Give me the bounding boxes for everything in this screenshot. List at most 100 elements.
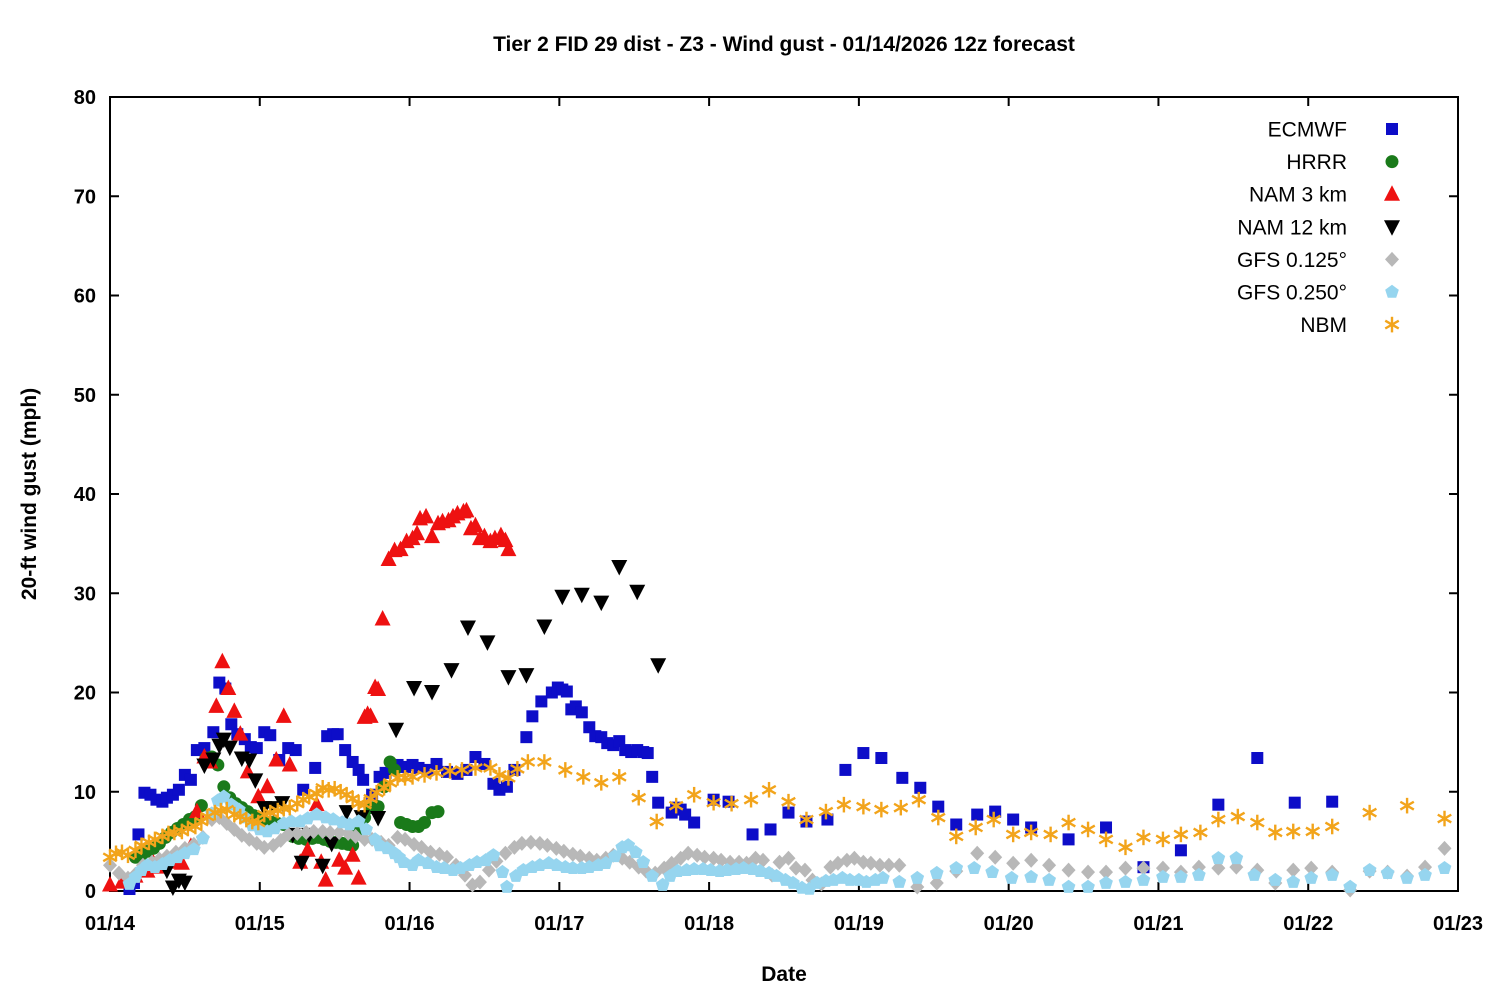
data-point-diamond xyxy=(1437,840,1452,856)
data-point-asterisk xyxy=(743,794,759,805)
data-point-triangle-up xyxy=(226,702,243,718)
data-point-pentagon xyxy=(1418,867,1432,881)
data-point-triangle-down xyxy=(479,635,496,651)
data-point-square xyxy=(132,828,145,841)
data-point-pentagon xyxy=(1268,872,1283,886)
data-point-square xyxy=(352,763,365,776)
data-point-asterisk xyxy=(442,765,458,776)
data-point-triangle-up xyxy=(275,707,292,723)
legend-marker-triangle-down xyxy=(1384,220,1400,236)
data-point-asterisk xyxy=(836,799,852,810)
data-point-triangle-down xyxy=(406,681,423,697)
data-point-diamond xyxy=(523,834,538,850)
data-point-pentagon xyxy=(1286,874,1301,888)
data-point-triangle-up xyxy=(299,841,316,857)
data-point-triangle-down xyxy=(500,670,517,686)
data-point-square xyxy=(875,752,888,765)
y-tick-label: 40 xyxy=(74,484,96,506)
data-point-diamond xyxy=(1286,862,1301,878)
data-point-pentagon xyxy=(359,822,373,836)
data-point-square xyxy=(989,805,1002,818)
data-point-asterisk xyxy=(1324,821,1340,832)
data-point-diamond xyxy=(323,824,338,840)
data-point-asterisk xyxy=(1136,832,1151,843)
data-point-pentagon xyxy=(843,872,857,886)
data-point-square xyxy=(746,828,759,841)
data-point-pentagon xyxy=(351,814,366,828)
data-point-square xyxy=(950,818,963,831)
data-point-pentagon xyxy=(1192,867,1206,881)
data-point-asterisk xyxy=(345,793,360,804)
data-point-asterisk xyxy=(818,806,834,817)
data-point-square xyxy=(914,781,927,794)
data-point-triangle-up xyxy=(250,787,267,804)
data-point-square xyxy=(207,726,220,739)
data-point-triangle-down xyxy=(205,752,222,768)
data-point-square xyxy=(250,742,263,755)
data-point-square xyxy=(430,757,443,770)
data-point-square xyxy=(1212,798,1225,811)
data-point-square xyxy=(575,706,588,719)
data-point-diamond xyxy=(573,848,588,864)
data-point-diamond xyxy=(1304,860,1319,876)
data-point-asterisk xyxy=(1005,829,1021,840)
data-point-asterisk xyxy=(724,798,739,809)
y-tick-label: 20 xyxy=(74,683,96,705)
data-point-triangle-up xyxy=(220,679,237,696)
data-point-asterisk xyxy=(593,777,609,788)
data-point-asterisk xyxy=(1193,827,1208,838)
data-point-triangle-down xyxy=(274,796,291,812)
data-point-pentagon xyxy=(1362,863,1377,876)
data-point-diamond xyxy=(423,844,438,860)
data-point-diamond xyxy=(472,874,487,890)
data-point-triangle-down xyxy=(593,595,610,612)
y-tick-label: 10 xyxy=(74,782,96,804)
data-point-triangle-down xyxy=(293,855,310,872)
data-point-diamond xyxy=(781,850,796,866)
data-point-asterisk xyxy=(405,771,420,782)
data-point-diamond xyxy=(756,852,771,868)
legend-label: GFS 0.125° xyxy=(1237,249,1347,272)
data-point-asterisk xyxy=(1023,827,1039,838)
data-point-asterisk xyxy=(948,831,964,842)
data-point-triangle-up xyxy=(374,610,391,626)
y-tick-label: 0 xyxy=(85,881,96,903)
data-point-diamond xyxy=(1061,862,1076,878)
data-point-square xyxy=(225,718,238,731)
data-point-triangle-up xyxy=(331,851,348,867)
data-point-asterisk xyxy=(706,797,721,808)
data-point-asterisk xyxy=(799,814,814,825)
data-point-square xyxy=(500,780,513,793)
data-point-asterisk xyxy=(454,764,470,775)
data-point-asterisk xyxy=(1249,817,1265,828)
data-point-pentagon xyxy=(1343,879,1357,893)
data-point-asterisk xyxy=(219,804,235,815)
data-point-pentagon xyxy=(1380,865,1395,879)
data-point-square xyxy=(782,806,795,819)
x-tick-label: 01/23 xyxy=(1433,913,1483,935)
x-tick-label: 01/15 xyxy=(235,913,285,935)
data-point-diamond xyxy=(481,862,496,878)
data-point-asterisk xyxy=(501,772,516,783)
data-point-asterisk xyxy=(1080,824,1096,835)
data-point-triangle-up xyxy=(214,652,231,669)
data-point-triangle-up xyxy=(418,507,435,524)
data-point-diamond xyxy=(514,835,529,851)
data-point-triangle-down xyxy=(247,773,264,789)
data-point-asterisk xyxy=(911,794,927,805)
legend-label: NAM 3 km xyxy=(1249,184,1347,207)
data-point-pentagon xyxy=(187,842,201,856)
data-point-square xyxy=(641,747,654,760)
data-point-triangle-up xyxy=(424,527,441,544)
data-point-asterisk xyxy=(986,814,1002,825)
data-point-triangle-down xyxy=(443,663,460,679)
data-point-diamond xyxy=(697,849,712,865)
data-point-pentagon xyxy=(1042,872,1056,886)
data-point-diamond xyxy=(281,826,296,842)
data-point-square xyxy=(971,808,984,821)
data-point-pentagon xyxy=(636,855,651,868)
data-point-asterisk xyxy=(1305,826,1321,837)
data-point-asterisk xyxy=(194,816,209,827)
data-point-diamond xyxy=(1136,860,1151,876)
data-point-triangle-up xyxy=(268,750,285,767)
